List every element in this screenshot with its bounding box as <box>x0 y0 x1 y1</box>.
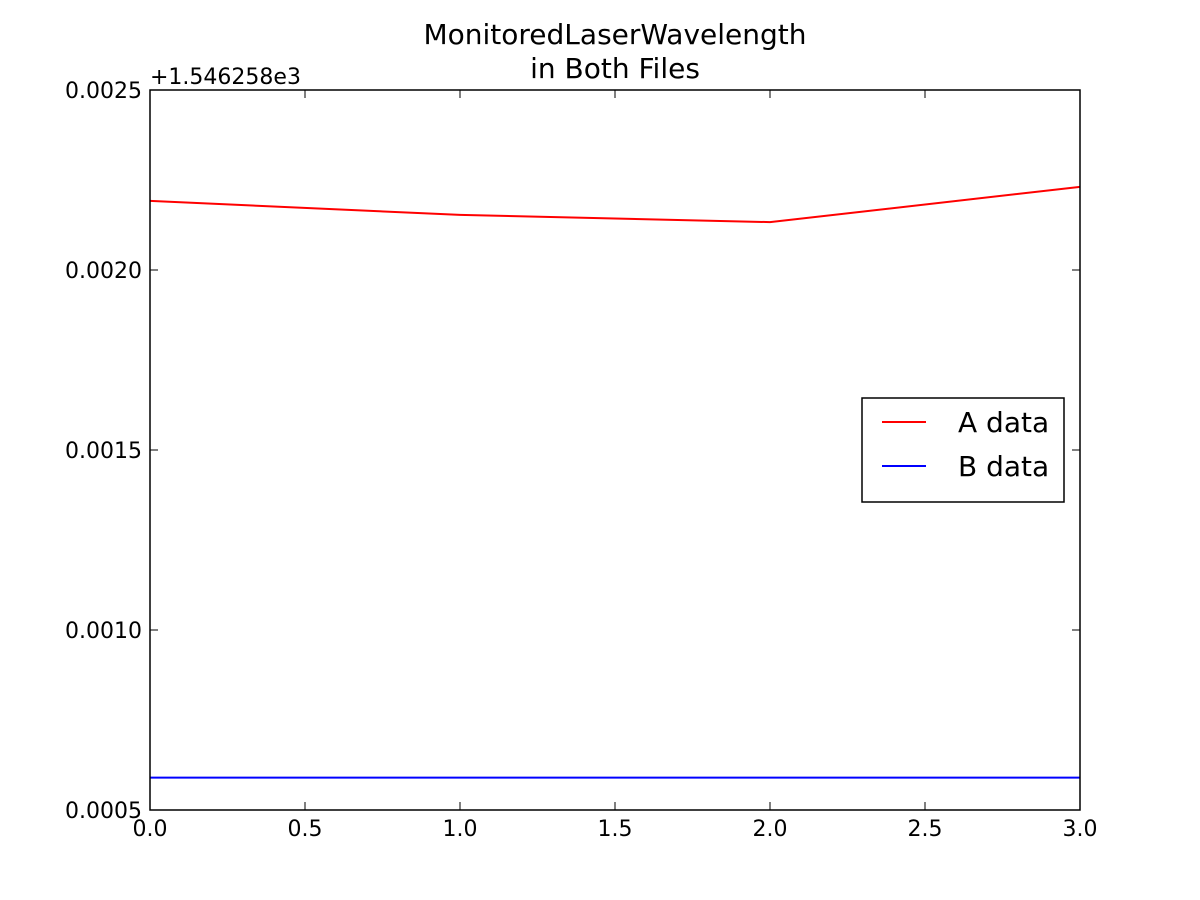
y-tick-label: 0.0015 <box>65 439 142 464</box>
y-tick-label: 0.0010 <box>65 619 142 644</box>
y-tick-label: 0.0005 <box>65 799 142 824</box>
legend-label: A data <box>958 406 1049 439</box>
y-tick-label: 0.0025 <box>65 79 142 104</box>
x-tick-label: 0.0 <box>133 817 168 842</box>
x-tick-label: 2.5 <box>908 817 943 842</box>
chart-title: MonitoredLaserWavelength in Both Files <box>423 18 807 85</box>
x-tick-label: 0.5 <box>288 817 323 842</box>
plot-frame <box>149 89 1081 811</box>
x-tick-label: 3.0 <box>1063 817 1098 842</box>
legend-label: B data <box>958 450 1049 483</box>
series-line <box>149 185 1081 224</box>
y-tick-label: 0.0020 <box>65 259 142 284</box>
legend-box <box>861 397 1065 503</box>
x-tick-label: 2.0 <box>753 817 788 842</box>
y-offset-label: +1.546258e3 <box>150 65 301 90</box>
x-tick-label: 1.5 <box>598 817 633 842</box>
x-tick-label: 1.0 <box>443 817 478 842</box>
